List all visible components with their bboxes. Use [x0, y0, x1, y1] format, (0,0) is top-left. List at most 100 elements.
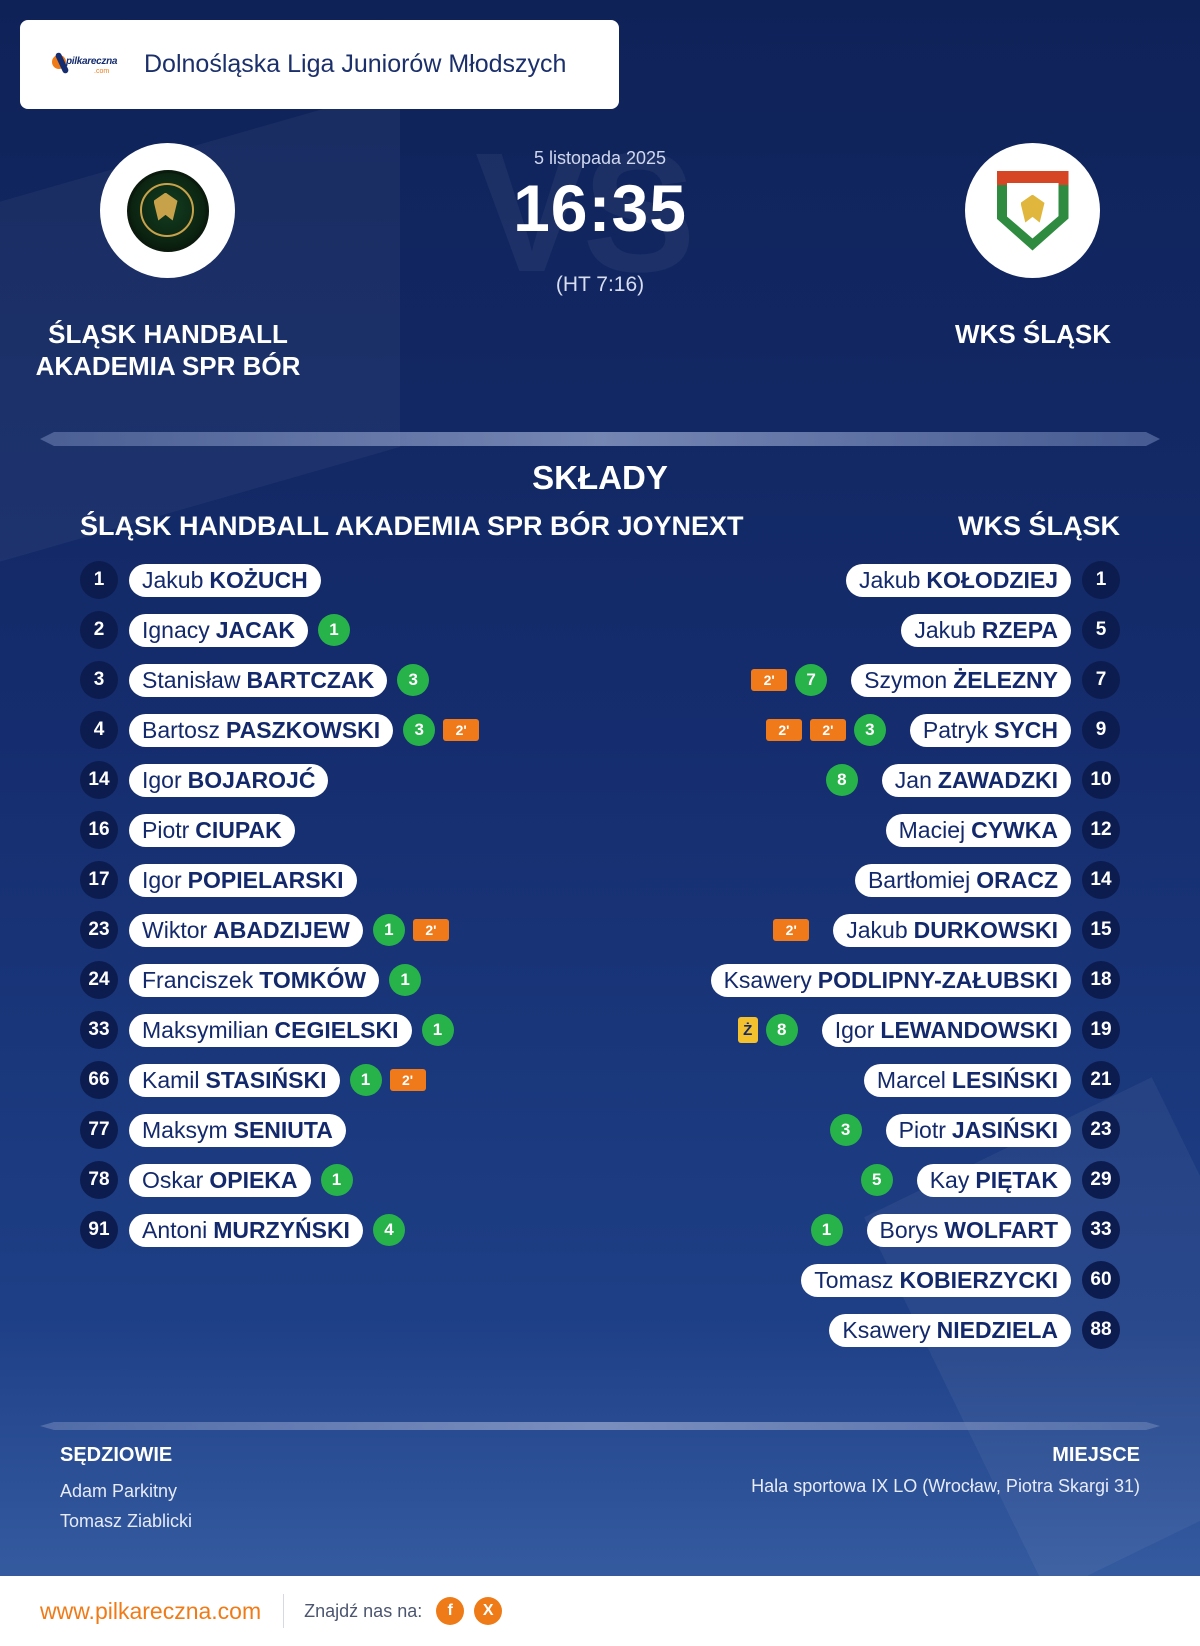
- goals-badge: 1: [320, 1164, 353, 1196]
- player-name: Igor BOJAROJĆ: [129, 763, 329, 797]
- player-first-name: Patryk: [922, 716, 989, 743]
- player-name: Jakub KOŻUCH: [129, 563, 321, 597]
- player-row: 24 Franciszek TOMKÓW 1: [80, 955, 479, 1005]
- player-first-name: Maksym: [142, 1116, 228, 1143]
- player-number: 2: [80, 611, 118, 649]
- player-last-name: CYWKA: [971, 816, 1058, 843]
- player-first-name: Bartosz: [142, 716, 220, 743]
- player-row: 66 Kamil STASIŃSKI 1 2': [80, 1055, 479, 1105]
- player-first-name: Jakub: [914, 616, 976, 643]
- player-first-name: Borys: [879, 1216, 939, 1243]
- player-number: 15: [1082, 911, 1120, 949]
- player-events: 1: [318, 614, 350, 646]
- player-name: Wiktor ABADZIJEW: [129, 913, 363, 947]
- player-number: 33: [80, 1011, 118, 1049]
- player-name: Igor POPIELARSKI: [129, 863, 357, 897]
- player-last-name: DURKOWSKI: [913, 916, 1058, 943]
- player-row: 29 Kay PIĘTAK 5: [711, 1155, 1120, 1205]
- player-row: 23 Wiktor ABADZIJEW 1 2': [80, 905, 479, 955]
- player-name: Kamil STASIŃSKI: [129, 1063, 340, 1097]
- goals-badge: 8: [825, 764, 858, 796]
- away-roster: 1 Jakub KOŁODZIEJ 5 Jakub RZEPA 7 Szymon ŻELEZNY…: [710, 555, 1120, 1355]
- venue-name: Hala sportowa IX LO (Wrocław, Piotra Ska…: [751, 1476, 1140, 1496]
- player-first-name: Stanisław: [142, 666, 241, 693]
- player-name: Ksawery PODLIPNY-ZAŁUBSKI: [710, 963, 1071, 997]
- goals-badge: 8: [765, 1014, 798, 1046]
- player-first-name: Igor: [834, 1016, 875, 1043]
- facebook-icon[interactable]: f: [436, 1597, 465, 1625]
- player-name: Szymon ŻELEZNY: [851, 663, 1071, 697]
- away-team-name: WKS ŚLĄSK: [955, 319, 1111, 349]
- suspension-badge: 2': [412, 919, 449, 941]
- player-events: 1: [810, 1214, 843, 1246]
- player-last-name: SENIUTA: [233, 1116, 333, 1143]
- suspension-badge: 2': [751, 669, 788, 691]
- away-team-logo: [965, 143, 1100, 278]
- player-events: 1: [389, 964, 422, 996]
- player-last-name: TOMKÓW: [259, 966, 367, 993]
- player-row: 15 Jakub DURKOWSKI 2': [711, 905, 1120, 955]
- player-name: Piotr JASIŃSKI: [885, 1113, 1071, 1147]
- player-row: 23 Piotr JASIŃSKI 3: [711, 1105, 1120, 1155]
- player-last-name: WOLFART: [944, 1216, 1058, 1243]
- player-name: Bartłomiej ORACZ: [854, 863, 1071, 897]
- player-first-name: Oskar: [142, 1166, 204, 1193]
- wks-slask-crest-icon: [996, 170, 1069, 251]
- player-last-name: PODLIPNY-ZAŁUBSKI: [817, 966, 1058, 993]
- player-first-name: Kay: [929, 1166, 970, 1193]
- home-lineup-heading: ŚLĄSK HANDBALL AKADEMIA SPR BÓR JOYNEXT: [80, 511, 744, 541]
- goals-badge: 7: [795, 664, 828, 696]
- referee-name: Adam Parkitny: [60, 1481, 178, 1501]
- site-link[interactable]: www.pilkareczna.com: [40, 1597, 262, 1624]
- player-events: 3 2': [403, 714, 480, 746]
- referees-list: Adam Parkitny Tomasz Ziablicki: [60, 1476, 192, 1536]
- player-last-name: ZAWADZKI: [937, 766, 1058, 793]
- player-number: 60: [1082, 1261, 1120, 1299]
- player-last-name: JACAK: [215, 616, 295, 643]
- player-name: Oskar OPIEKA: [129, 1163, 311, 1197]
- player-last-name: OPIEKA: [209, 1166, 298, 1193]
- goals-badge: 5: [860, 1164, 893, 1196]
- player-number: 1: [80, 561, 118, 599]
- player-number: 10: [1082, 761, 1120, 799]
- player-last-name: KOBIERZYCKI: [899, 1266, 1058, 1293]
- player-first-name: Tomasz: [814, 1266, 894, 1293]
- player-row: 16 Piotr CIUPAK: [80, 805, 479, 855]
- player-name: Kay PIĘTAK: [916, 1163, 1071, 1197]
- slask-handball-crest-icon: [126, 169, 209, 252]
- player-number: 23: [80, 911, 118, 949]
- player-last-name: RZEPA: [981, 616, 1058, 643]
- player-last-name: KOŻUCH: [209, 566, 308, 593]
- player-first-name: Marcel: [876, 1066, 946, 1093]
- player-first-name: Antoni: [142, 1216, 208, 1243]
- goals-badge: 3: [397, 664, 430, 696]
- suspension-badge: 2': [443, 719, 480, 741]
- player-first-name: Franciszek: [142, 966, 254, 993]
- match-date: 5 listopada 2025: [533, 148, 667, 168]
- match-score: 16:35: [513, 171, 687, 245]
- player-events: 5: [860, 1164, 893, 1196]
- player-number: 7: [1082, 661, 1120, 699]
- player-first-name: Kamil: [142, 1066, 200, 1093]
- player-events: 3: [829, 1114, 862, 1146]
- player-last-name: LESIŃSKI: [951, 1066, 1058, 1093]
- player-name: Jan ZAWADZKI: [881, 763, 1071, 797]
- player-last-name: CIUPAK: [195, 816, 282, 843]
- player-number: 5: [1082, 611, 1120, 649]
- player-number: 12: [1082, 811, 1120, 849]
- x-icon[interactable]: X: [474, 1597, 503, 1625]
- goals-badge: 1: [349, 1064, 382, 1096]
- player-last-name: ŻELEZNY: [953, 666, 1058, 693]
- goals-badge: 3: [853, 714, 886, 746]
- player-number: 14: [80, 761, 118, 799]
- player-number: 17: [80, 861, 118, 899]
- player-first-name: Wiktor: [142, 916, 208, 943]
- player-row: 2 Ignacy JACAK 1: [80, 605, 479, 655]
- goals-badge: 1: [372, 914, 405, 946]
- player-number: 4: [80, 711, 118, 749]
- player-name: Maksymilian CEGIELSKI: [129, 1013, 412, 1047]
- league-header: pilkareczna .com Dolnośląska Liga Junior…: [20, 20, 619, 109]
- player-row: 78 Oskar OPIEKA 1: [80, 1155, 479, 1205]
